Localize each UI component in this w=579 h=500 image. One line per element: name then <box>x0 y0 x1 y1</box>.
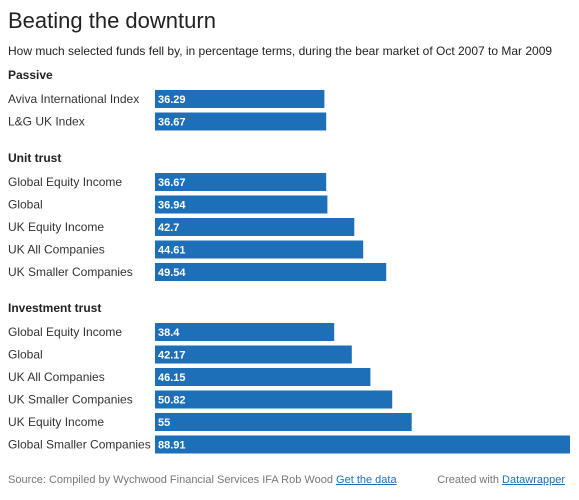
category-label: Aviva International Index <box>8 92 139 106</box>
created-with-text: Created with <box>437 474 499 486</box>
bar-chart: Passive Aviva International Index 36.29 L&G… <box>8 68 570 454</box>
category-label: L&G UK Index <box>8 115 85 129</box>
category-label: UK All Companies <box>8 243 105 257</box>
category-label: UK Equity Income <box>8 415 104 429</box>
get-data-link[interactable]: Get the data <box>336 474 397 486</box>
category-label: Global <box>8 348 43 362</box>
bar-value-label: 88.91 <box>158 440 186 452</box>
bar-value-label: 36.67 <box>158 117 186 129</box>
bar-value-label: 55 <box>158 417 170 429</box>
datawrapper-link[interactable]: Datawrapper <box>502 474 565 486</box>
bar <box>155 345 352 364</box>
bar-value-label: 44.61 <box>158 245 186 257</box>
group-title: Unit trust <box>8 151 61 165</box>
group-title: Investment trust <box>8 301 101 315</box>
bar <box>155 263 387 281</box>
bar-value-label: 50.82 <box>158 395 186 407</box>
bar <box>155 390 393 409</box>
source-text: Source: Compiled by Wychwood Financial S… <box>8 474 333 486</box>
group-title: Passive <box>8 68 53 82</box>
bar <box>155 218 355 236</box>
category-label: Global <box>8 198 43 212</box>
category-label: UK Smaller Companies <box>8 393 133 407</box>
bar <box>155 112 327 131</box>
category-label: UK Equity Income <box>8 220 104 234</box>
bar-value-label: 49.54 <box>158 267 186 279</box>
bar-value-label: 42.7 <box>158 222 179 234</box>
bar-value-label: 46.15 <box>158 372 186 384</box>
bar <box>155 435 570 454</box>
category-label: Global Equity Income <box>8 175 122 189</box>
bar <box>155 323 335 341</box>
bar <box>155 195 328 214</box>
category-label: Global Smaller Companies <box>8 438 151 452</box>
chart-subtitle: How much selected funds fell by, in perc… <box>8 44 553 58</box>
chart-title: Beating the downturn <box>8 8 216 33</box>
bar <box>155 368 371 386</box>
bar-value-label: 36.29 <box>158 94 186 106</box>
bar <box>155 413 412 431</box>
bar <box>155 240 364 259</box>
bar-value-label: 42.17 <box>158 350 186 362</box>
category-label: UK All Companies <box>8 370 105 384</box>
category-label: Global Equity Income <box>8 325 122 339</box>
bar-value-label: 36.67 <box>158 177 186 189</box>
category-label: UK Smaller Companies <box>8 265 133 279</box>
bar <box>155 173 327 191</box>
footer: Source: Compiled by Wychwood Financial S… <box>8 474 571 486</box>
bar-value-label: 38.4 <box>158 327 180 339</box>
credit: Created with Datawrapper <box>437 474 565 486</box>
bar <box>155 90 325 108</box>
bar-value-label: 36.94 <box>158 200 186 212</box>
